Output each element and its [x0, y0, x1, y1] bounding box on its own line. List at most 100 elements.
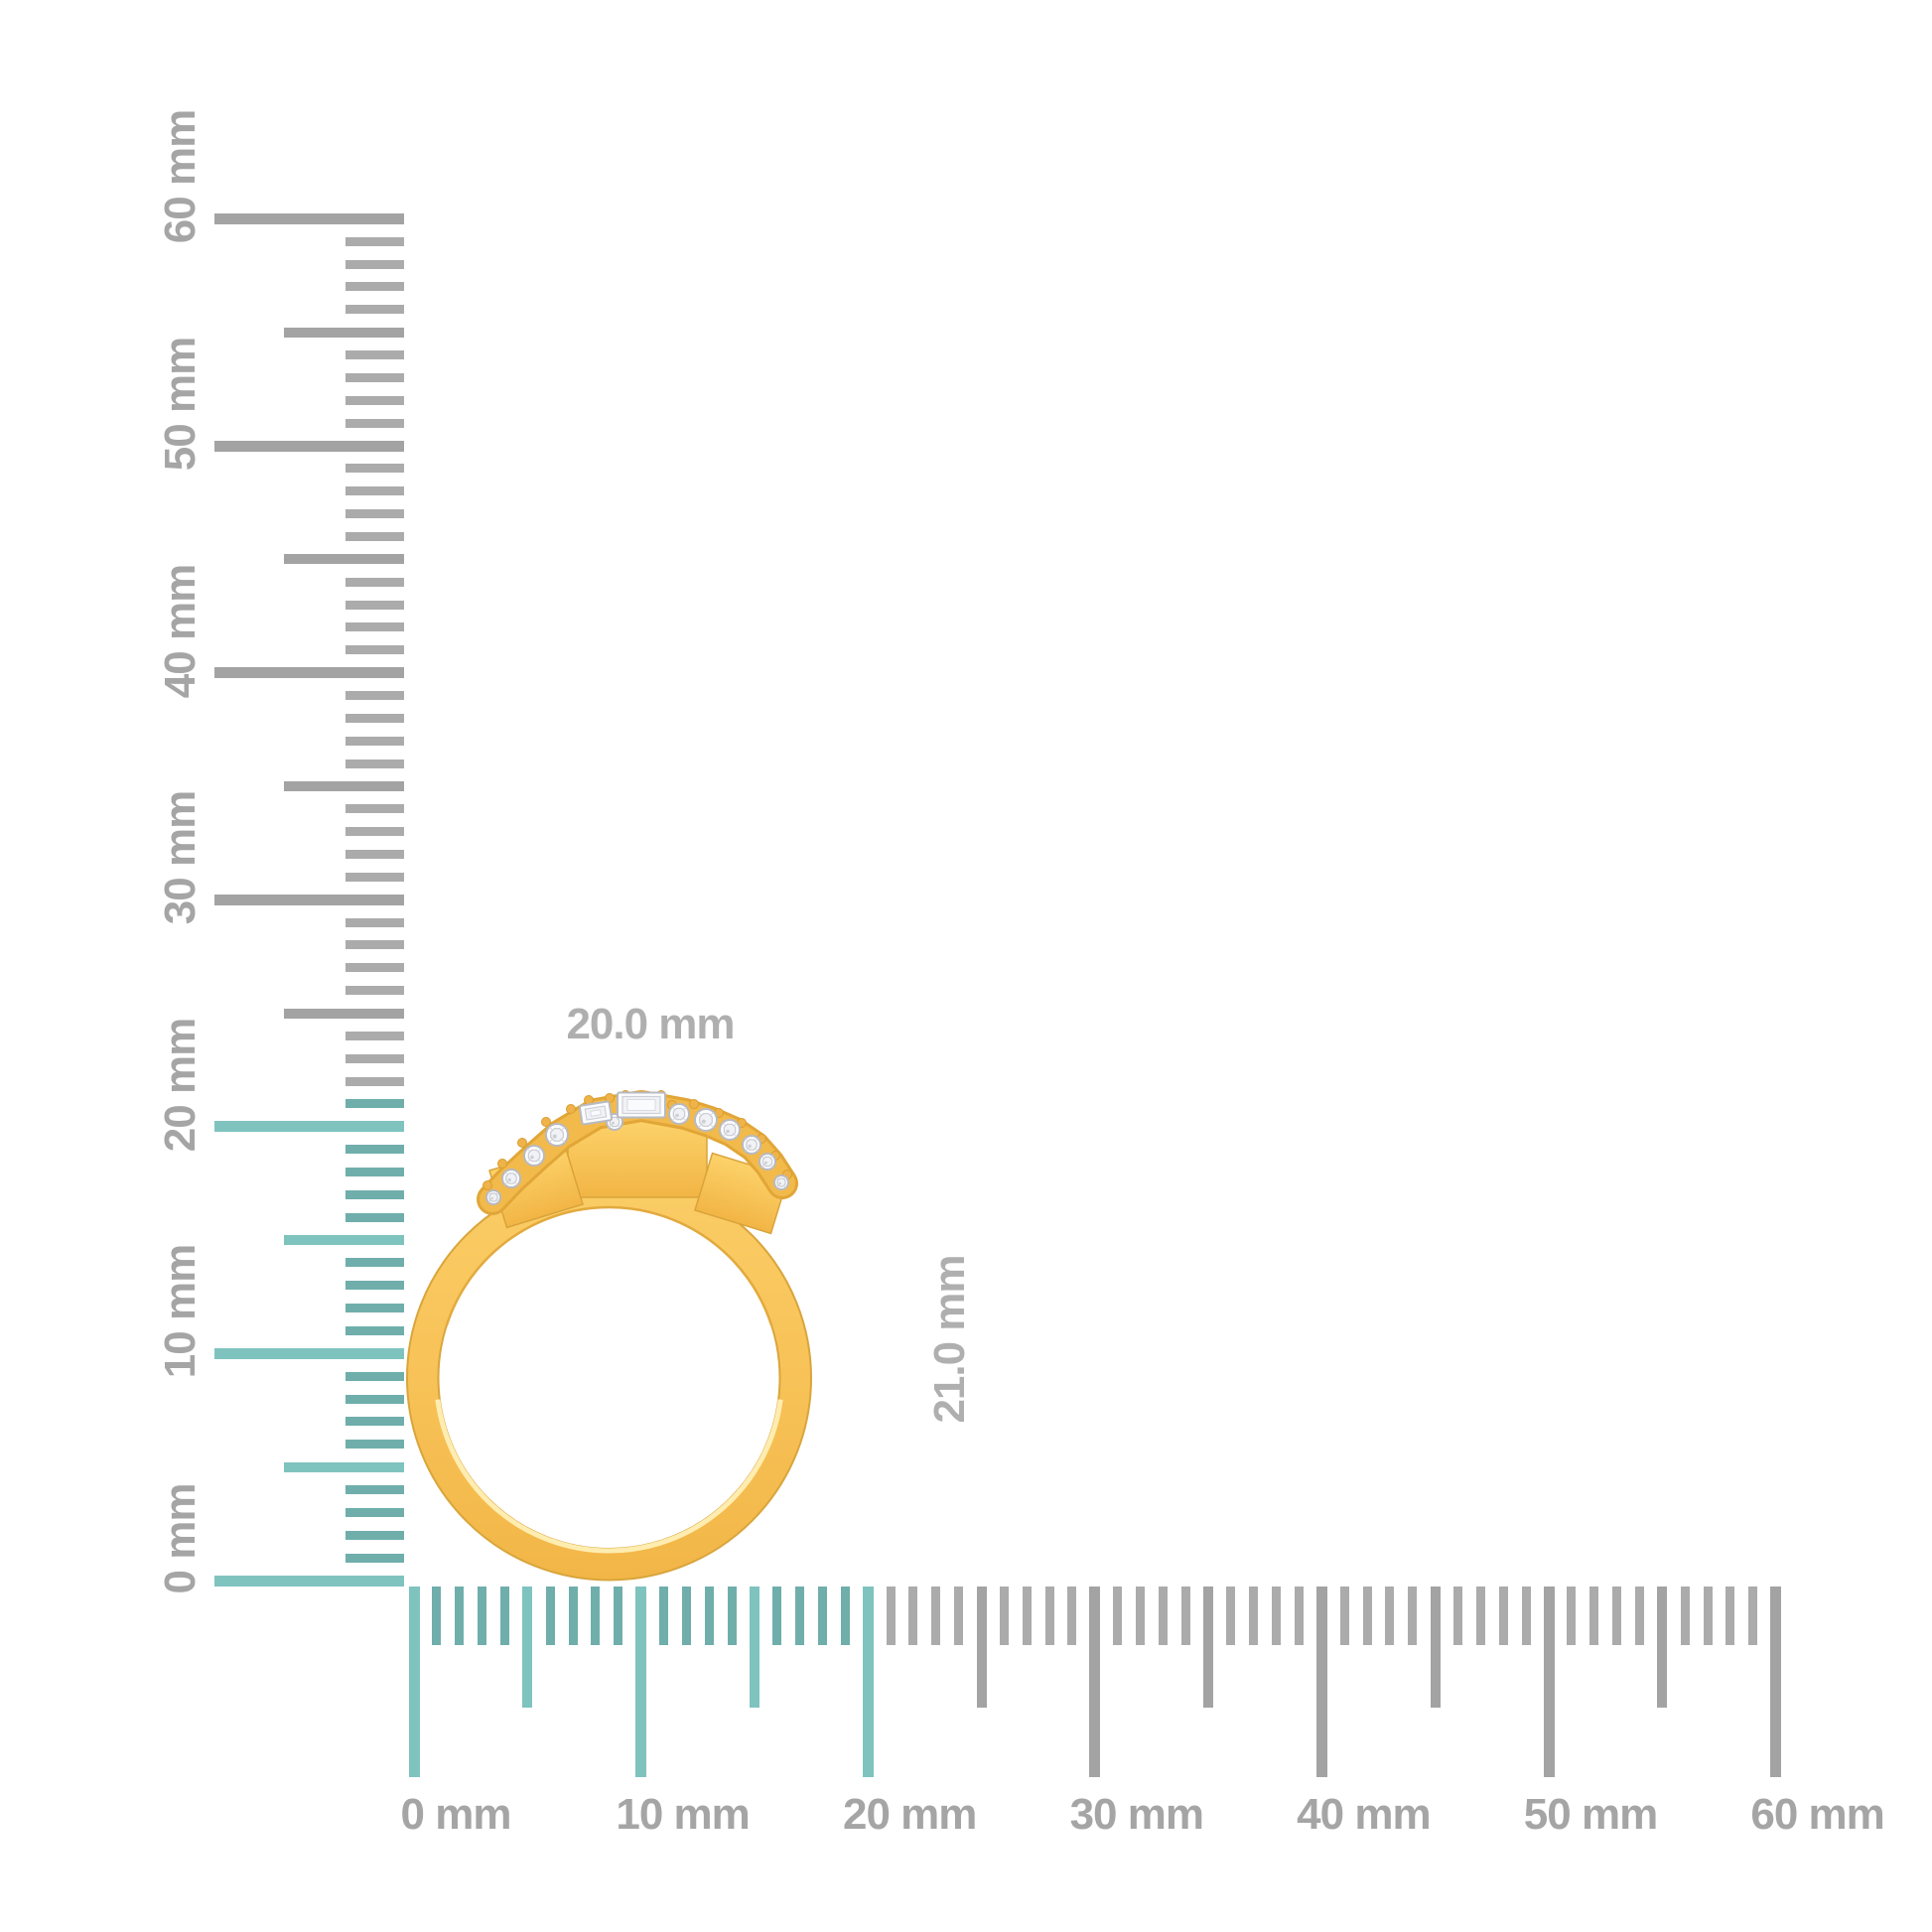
h-ruler-tick-50mm: [1543, 1587, 1555, 1777]
h-ruler-label-60mm: 60 mm: [1750, 1790, 1884, 1839]
h-ruler-tick-33mm: [1158, 1587, 1168, 1645]
round-diamond: [694, 1108, 718, 1132]
h-ruler-tick-14mm: [727, 1587, 737, 1645]
h-ruler-tick-41mm: [1339, 1587, 1349, 1645]
h-ruler-label-20mm: 20 mm: [842, 1790, 977, 1839]
round-diamond: [773, 1174, 789, 1190]
h-ruler-tick-7mm: [568, 1587, 578, 1645]
v-ruler-tick-39mm: [345, 690, 404, 700]
v-ruler-tick-44mm: [345, 577, 404, 587]
v-ruler-tick-11mm: [345, 1326, 404, 1336]
h-ruler-tick-59mm: [1748, 1587, 1758, 1645]
h-ruler-tick-19mm: [840, 1587, 850, 1645]
v-ruler-tick-40mm: [214, 667, 404, 679]
v-ruler-tick-25mm: [284, 1008, 404, 1019]
h-ruler-tick-47mm: [1475, 1587, 1485, 1645]
v-ruler-tick-60mm: [214, 212, 404, 224]
diamond-stones: [485, 1091, 789, 1205]
v-ruler-tick-33mm: [345, 827, 404, 837]
h-ruler-tick-55mm: [1657, 1587, 1668, 1708]
h-ruler-tick-9mm: [614, 1587, 623, 1645]
h-ruler-tick-15mm: [749, 1587, 759, 1708]
v-ruler-tick-12mm: [345, 1304, 404, 1313]
h-ruler-tick-29mm: [1067, 1587, 1077, 1645]
v-ruler-tick-26mm: [345, 986, 404, 996]
h-ruler-tick-43mm: [1385, 1587, 1395, 1645]
v-ruler-tick-24mm: [345, 1031, 404, 1040]
v-ruler-tick-53mm: [345, 372, 404, 382]
v-ruler-tick-34mm: [345, 804, 404, 814]
v-ruler-tick-38mm: [345, 713, 404, 723]
prong-dot: [541, 1117, 551, 1127]
v-ruler-tick-8mm: [345, 1394, 404, 1404]
v-ruler-tick-17mm: [345, 1189, 404, 1199]
v-ruler-tick-43mm: [345, 600, 404, 610]
h-ruler-tick-60mm: [1770, 1587, 1782, 1777]
v-ruler-tick-58mm: [345, 259, 404, 269]
prong-dot: [483, 1180, 492, 1190]
baguette-diamond: [578, 1100, 614, 1126]
h-ruler-tick-24mm: [954, 1587, 964, 1645]
h-ruler-tick-34mm: [1180, 1587, 1190, 1645]
gold-ring: [405, 1090, 813, 1582]
v-ruler-tick-50mm: [214, 440, 404, 452]
v-ruler-tick-6mm: [345, 1440, 404, 1449]
h-ruler-tick-45mm: [1430, 1587, 1441, 1708]
h-ruler-tick-57mm: [1703, 1587, 1713, 1645]
h-ruler-tick-56mm: [1680, 1587, 1690, 1645]
h-ruler-tick-40mm: [1315, 1587, 1327, 1777]
h-ruler-tick-10mm: [635, 1587, 647, 1777]
h-ruler-tick-25mm: [976, 1587, 987, 1708]
h-ruler-tick-18mm: [817, 1587, 827, 1645]
v-ruler-tick-28mm: [345, 940, 404, 950]
v-ruler-tick-48mm: [345, 486, 404, 496]
v-ruler-tick-54mm: [345, 350, 404, 360]
v-ruler-tick-35mm: [284, 780, 404, 791]
v-ruler-tick-32mm: [345, 849, 404, 859]
v-ruler-tick-13mm: [345, 1281, 404, 1291]
h-ruler-tick-38mm: [1272, 1587, 1282, 1645]
h-ruler-tick-16mm: [772, 1587, 782, 1645]
v-ruler-tick-56mm: [345, 305, 404, 315]
v-ruler-tick-49mm: [345, 464, 404, 474]
v-ruler-tick-36mm: [345, 759, 404, 768]
round-diamond: [759, 1153, 776, 1171]
h-ruler-label-0mm: 0 mm: [400, 1790, 512, 1839]
h-ruler-tick-48mm: [1498, 1587, 1508, 1645]
v-ruler-tick-16mm: [345, 1212, 404, 1222]
v-ruler-tick-29mm: [345, 917, 404, 927]
h-ruler-tick-3mm: [478, 1587, 487, 1645]
round-diamond: [501, 1169, 521, 1188]
v-ruler-tick-0mm: [214, 1575, 404, 1587]
baguette-diamond: [617, 1091, 666, 1119]
v-ruler-tick-20mm: [214, 1121, 404, 1133]
round-diamond: [523, 1145, 545, 1167]
v-ruler-tick-1mm: [345, 1553, 404, 1563]
h-ruler-tick-5mm: [522, 1587, 533, 1708]
h-ruler-tick-51mm: [1567, 1587, 1577, 1645]
v-ruler-tick-46mm: [345, 531, 404, 541]
h-ruler-tick-28mm: [1044, 1587, 1054, 1645]
h-ruler-tick-49mm: [1521, 1587, 1531, 1645]
h-ruler-tick-1mm: [432, 1587, 442, 1645]
h-ruler-tick-52mm: [1589, 1587, 1599, 1645]
v-ruler-tick-59mm: [345, 236, 404, 246]
h-ruler-tick-12mm: [681, 1587, 691, 1645]
h-ruler-label-40mm: 40 mm: [1297, 1790, 1431, 1839]
v-ruler-tick-21mm: [345, 1099, 404, 1109]
round-diamond: [719, 1119, 741, 1141]
h-ruler-tick-27mm: [1022, 1587, 1032, 1645]
width-dimension-label: 20.0 mm: [566, 1000, 735, 1048]
h-ruler-tick-6mm: [545, 1587, 555, 1645]
prong-dot: [689, 1099, 699, 1109]
h-ruler-tick-23mm: [931, 1587, 941, 1645]
band-inner-shade: [437, 1205, 781, 1551]
h-ruler-tick-13mm: [704, 1587, 714, 1645]
v-ruler-tick-42mm: [345, 622, 404, 632]
h-ruler-tick-26mm: [999, 1587, 1009, 1645]
h-ruler-tick-20mm: [862, 1587, 874, 1777]
